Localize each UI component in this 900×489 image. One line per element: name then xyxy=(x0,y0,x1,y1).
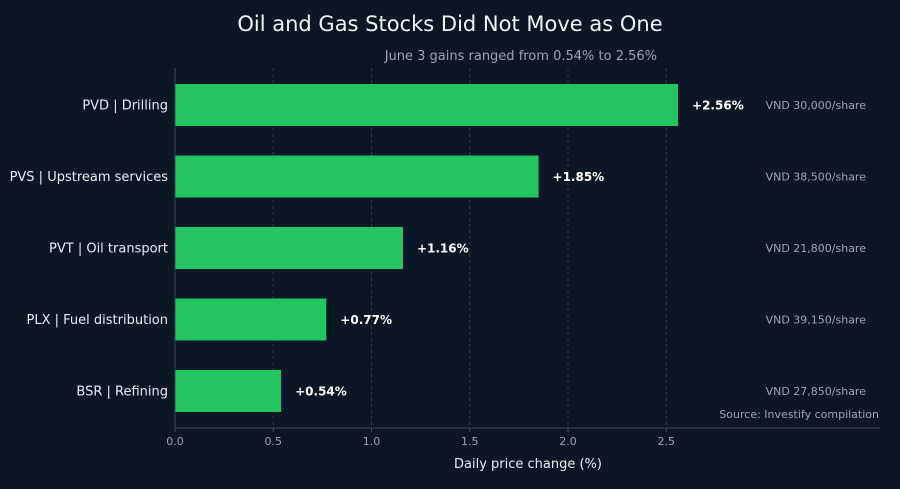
price-label: VND 21,800/share xyxy=(766,242,867,255)
x-tick-label: 2.0 xyxy=(559,435,577,448)
category-label: PVS | Upstream services xyxy=(10,170,169,185)
x-tick-label: 0.0 xyxy=(166,435,184,448)
bar xyxy=(175,84,679,126)
chart-subtitle: June 3 gains ranged from 0.54% to 2.56% xyxy=(384,49,657,64)
x-tick-label: 1.5 xyxy=(461,435,479,448)
category-label: PVT | Oil transport xyxy=(49,242,168,257)
value-label: +1.85% xyxy=(553,170,605,184)
value-label: +2.56% xyxy=(692,99,744,113)
bar xyxy=(175,370,282,412)
price-label: VND 27,850/share xyxy=(766,385,867,398)
bars-layer: PVD | Drilling +2.56% VND 30,000/share PVS … xyxy=(10,84,867,412)
price-label: VND 39,150/share xyxy=(766,314,867,327)
axis-layer: 0.0 0.5 1.0 1.5 2.0 2.5 xyxy=(166,68,880,448)
x-tick-label: 1.0 xyxy=(363,435,381,448)
category-label: PVD | Drilling xyxy=(82,99,168,114)
bar xyxy=(175,227,403,269)
value-label: +0.77% xyxy=(340,313,392,327)
category-label: BSR | Refining xyxy=(76,385,168,400)
x-axis-title: Daily price change (%) xyxy=(454,457,602,472)
x-tick-label: 2.5 xyxy=(658,435,676,448)
source-note: Source: Investify compilation xyxy=(719,408,879,421)
price-label: VND 38,500/share xyxy=(766,171,867,184)
x-tick-label: 0.5 xyxy=(265,435,283,448)
price-label: VND 30,000/share xyxy=(766,99,867,112)
value-label: +0.54% xyxy=(295,385,347,399)
grid-layer xyxy=(272,68,667,428)
bar xyxy=(175,298,327,341)
chart-title: Oil and Gas Stocks Did Not Move as One xyxy=(237,12,662,36)
value-label: +1.16% xyxy=(417,242,469,256)
category-label: PLX | Fuel distribution xyxy=(27,313,168,328)
bar xyxy=(175,155,539,198)
